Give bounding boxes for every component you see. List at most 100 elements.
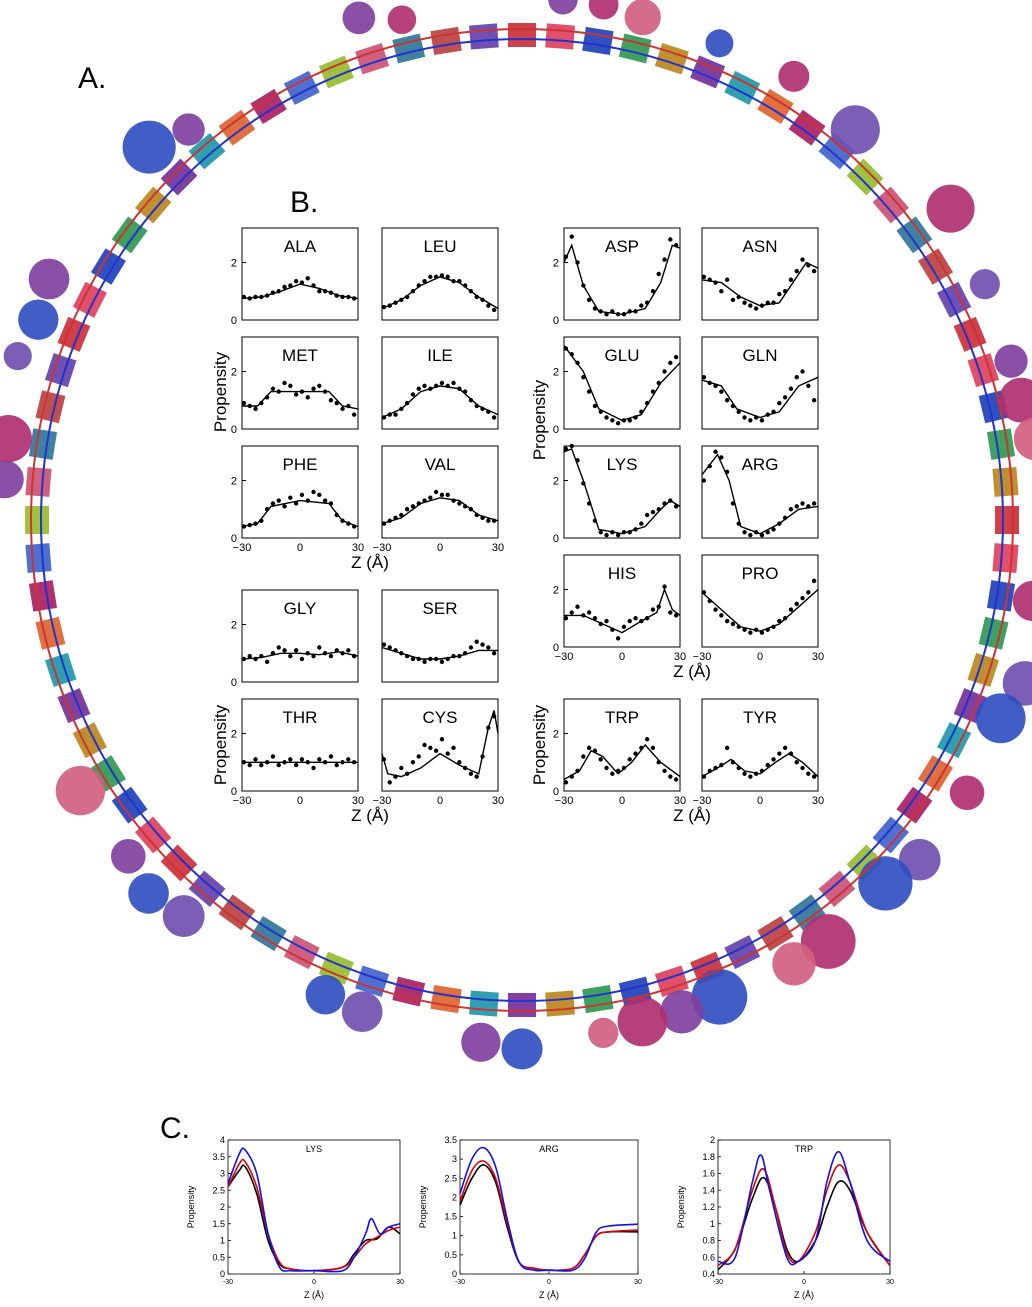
- protein-domain: [18, 299, 59, 340]
- data-point: [462, 651, 468, 656]
- data-point: [288, 283, 293, 288]
- propensity-panel-asn: ASN: [701, 227, 819, 321]
- data-point: [563, 254, 569, 259]
- panel-title: VAL: [425, 455, 456, 474]
- ytick-label: 1.6: [702, 1169, 715, 1179]
- data-point: [788, 751, 794, 756]
- xtick-label: 0: [547, 1279, 551, 1286]
- data-point: [253, 406, 258, 412]
- protein-domain: [1002, 661, 1032, 706]
- data-point: [422, 278, 427, 284]
- protein-domain: [548, 0, 578, 15]
- data-point: [259, 762, 264, 768]
- data-point: [486, 725, 491, 730]
- xtick-label: −30: [693, 651, 712, 663]
- xtick-label: −30: [555, 651, 574, 663]
- protein-domain: [800, 914, 856, 969]
- data-point: [627, 530, 632, 535]
- ytick-label: 0: [553, 424, 559, 436]
- panel-title: CYS: [423, 708, 458, 727]
- xtick-label: 0: [757, 795, 763, 807]
- xtick-label: 0: [297, 795, 303, 807]
- data-point: [276, 645, 281, 650]
- data-point: [241, 400, 247, 406]
- protein-block: [992, 543, 1019, 573]
- data-point: [305, 395, 310, 400]
- ytick-label: 2: [220, 1202, 225, 1212]
- data-point: [241, 524, 247, 529]
- data-point: [381, 415, 387, 420]
- data-point: [771, 409, 776, 414]
- protein-block: [508, 993, 536, 1017]
- data-point: [719, 613, 724, 618]
- data-point: [334, 512, 339, 518]
- data-point: [340, 518, 345, 523]
- data-point: [569, 443, 574, 449]
- data-point: [719, 389, 724, 394]
- protein-block: [469, 990, 499, 1017]
- data-point: [317, 289, 322, 294]
- data-point: [782, 616, 788, 621]
- data-point: [293, 501, 299, 506]
- data-point: [311, 653, 316, 659]
- ytick-label: 1: [220, 1236, 225, 1246]
- protein-domain: [588, 1017, 619, 1049]
- data-point: [777, 618, 782, 624]
- data-point: [639, 521, 644, 526]
- data-point: [387, 518, 392, 523]
- xtick-label: 30: [396, 1279, 404, 1286]
- data-point: [806, 383, 811, 389]
- data-point: [736, 409, 741, 414]
- ytick-label: 2: [553, 367, 559, 379]
- data-point: [305, 651, 310, 656]
- data-point: [317, 383, 322, 389]
- data-point: [340, 760, 345, 765]
- data-point: [404, 507, 410, 512]
- protein-block: [469, 23, 499, 50]
- data-point: [340, 294, 345, 300]
- data-point: [765, 530, 770, 535]
- data-point: [633, 527, 638, 532]
- data-point: [422, 742, 427, 748]
- data-point: [563, 446, 569, 452]
- data-point: [759, 303, 765, 308]
- protein-block: [430, 984, 462, 1014]
- ring-outer: [30, 28, 1014, 1012]
- data-point: [569, 234, 574, 239]
- data-point: [486, 303, 491, 308]
- data-point: [416, 386, 421, 391]
- data-point: [701, 478, 707, 483]
- data-point: [264, 395, 270, 400]
- data-point: [241, 656, 247, 662]
- xtick-label: 30: [492, 795, 504, 807]
- xtick-label: −30: [693, 795, 712, 807]
- data-point: [264, 507, 270, 512]
- panel-title: LEU: [423, 237, 456, 256]
- data-point: [736, 294, 741, 300]
- data-point: [351, 524, 357, 529]
- data-point: [328, 501, 334, 506]
- xtick-label: 30: [352, 542, 364, 554]
- protein-domain: [0, 460, 24, 499]
- data-point: [486, 645, 491, 650]
- xtick-label: 30: [492, 542, 504, 554]
- data-point: [610, 309, 615, 314]
- panel-a-label: A.: [78, 62, 106, 95]
- data-point: [730, 621, 736, 627]
- data-point: [317, 757, 322, 762]
- data-point: [713, 383, 718, 389]
- xtick-label: 0: [619, 795, 625, 807]
- series-line-blue: [459, 1146, 639, 1272]
- data-point: [633, 751, 638, 756]
- data-point: [592, 403, 598, 409]
- protein-block: [978, 616, 1009, 650]
- chart-title: LYS: [306, 1144, 322, 1154]
- data-point: [742, 300, 747, 305]
- plot-frame: [241, 698, 359, 792]
- data-point: [650, 289, 656, 294]
- ytick-label: 1.5: [212, 1219, 225, 1229]
- ytick-label: 2: [231, 476, 237, 488]
- data-point: [668, 360, 673, 366]
- data-point: [719, 762, 724, 768]
